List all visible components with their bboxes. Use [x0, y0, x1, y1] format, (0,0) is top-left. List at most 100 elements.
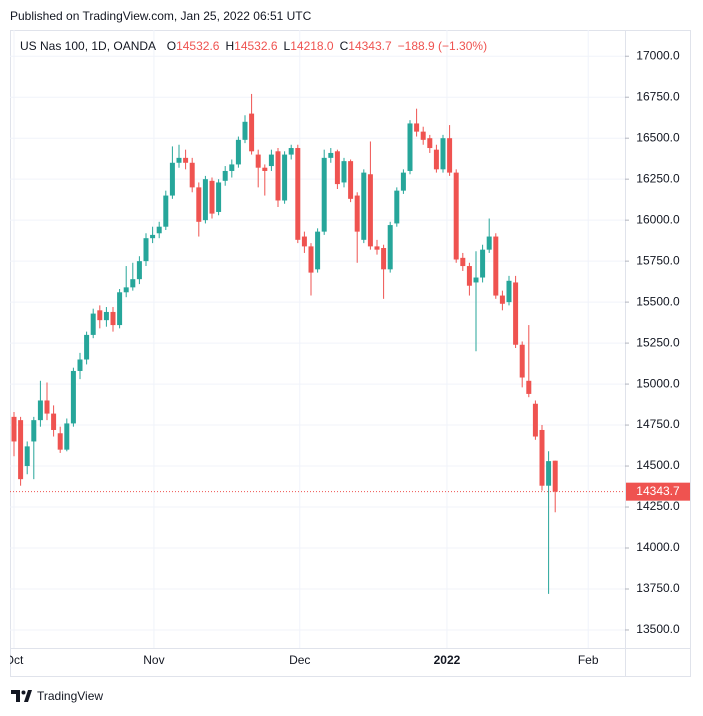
candle-body	[249, 113, 255, 152]
y-tick-label: 13750.0	[636, 581, 680, 595]
candle-body	[196, 187, 202, 222]
legend-change: −188.9 (−1.30%)	[398, 39, 487, 53]
candle-body	[90, 313, 96, 335]
candle-body	[169, 162, 175, 196]
y-tick-label: 17000.0	[636, 48, 680, 62]
candle-body	[321, 157, 327, 232]
candle-body	[11, 416, 17, 442]
y-tick-label: 16500.0	[636, 130, 680, 144]
candle-body	[222, 170, 228, 181]
candle-body	[57, 433, 63, 450]
candle-body	[546, 461, 552, 486]
candle-body	[552, 460, 558, 492]
candle-body	[493, 236, 499, 296]
candle-body	[37, 400, 43, 421]
candle-body	[499, 295, 505, 304]
grid	[10, 30, 625, 648]
candle-body	[519, 344, 525, 378]
y-tick-label: 14500.0	[636, 458, 680, 472]
x-tick-label: Nov	[143, 653, 164, 667]
candle-body	[480, 249, 486, 278]
candle-body	[156, 226, 162, 234]
footer-brand: TradingView	[37, 689, 103, 703]
candle-body	[275, 151, 281, 201]
candle-body	[486, 236, 492, 250]
x-tick-label: 2022	[434, 653, 461, 667]
candle-body	[301, 236, 307, 247]
candle-body	[242, 121, 248, 140]
candle-body	[367, 174, 373, 247]
candle-body	[414, 123, 420, 132]
candle-body	[295, 148, 301, 240]
candle-body	[97, 310, 103, 321]
candle-body	[282, 154, 288, 201]
candle-body	[532, 403, 538, 437]
candle-body	[433, 149, 439, 170]
candle-body	[374, 246, 380, 250]
candle-body	[136, 261, 142, 280]
y-tick-label: 14250.0	[636, 499, 680, 513]
x-tick-label: Dec	[289, 653, 310, 667]
candle-body	[526, 380, 532, 394]
candle-body	[31, 420, 37, 442]
candle-body	[453, 172, 459, 260]
candle-body	[262, 167, 268, 171]
candle-body	[183, 157, 189, 163]
candle-body	[407, 123, 413, 171]
legend-key: C	[340, 39, 349, 53]
x-tick-label: Feb	[578, 653, 599, 667]
frame	[10, 30, 691, 677]
candle-body	[420, 131, 426, 140]
candle-body	[513, 282, 519, 345]
candle-body	[216, 182, 222, 212]
y-tick-label: 16250.0	[636, 171, 680, 185]
candle-body	[150, 234, 156, 239]
candle-body	[64, 423, 70, 450]
candle-body	[103, 311, 109, 321]
y-tick-label: 15500.0	[636, 294, 680, 308]
candle-body	[361, 172, 367, 240]
candle-body	[394, 190, 400, 224]
candle-body	[447, 138, 453, 173]
candle-body	[189, 162, 195, 188]
y-tick-label: 14000.0	[636, 540, 680, 554]
legend-value: 14532.6	[234, 39, 278, 53]
candle-body	[427, 138, 433, 149]
candle-body	[348, 161, 354, 199]
candle-body	[506, 280, 512, 303]
candle-body	[130, 279, 136, 288]
legend-value: 14343.7	[348, 39, 392, 53]
y-tick-label: 15000.0	[636, 376, 680, 390]
y-tick-label: 16000.0	[636, 212, 680, 226]
candle-body	[117, 292, 123, 326]
candle-body	[18, 420, 24, 480]
candle-body	[354, 195, 360, 232]
candle-body	[466, 266, 472, 286]
candle-body	[44, 400, 50, 414]
x-axis-labels: Oct Nov Dec 2022 Feb	[10, 653, 599, 667]
candle-body	[268, 154, 274, 167]
candle-body	[334, 151, 340, 185]
candle-body	[24, 446, 30, 467]
candle-body	[77, 359, 83, 371]
legend-key: L	[284, 39, 291, 53]
candles	[10, 93, 625, 594]
candle-body	[209, 180, 215, 214]
y-tick-label: 15750.0	[636, 253, 680, 267]
header: Published on TradingView.com, Jan 25, 20…	[10, 9, 312, 23]
candle-body	[315, 231, 321, 270]
logo	[11, 690, 32, 702]
candle-body	[328, 152, 334, 158]
y-tick-label: 13500.0	[636, 622, 680, 636]
candle-body	[440, 138, 446, 170]
candle-body	[143, 238, 149, 262]
candle-body	[84, 334, 90, 360]
candle-body	[51, 413, 57, 430]
candle-body	[460, 257, 466, 267]
legend-symbol: US Nas 100, 1D, OANDA	[20, 39, 156, 53]
legend-value: 14218.0	[290, 39, 334, 53]
candle-body	[288, 148, 294, 155]
candle-body	[341, 161, 347, 183]
candle-body	[381, 248, 387, 270]
